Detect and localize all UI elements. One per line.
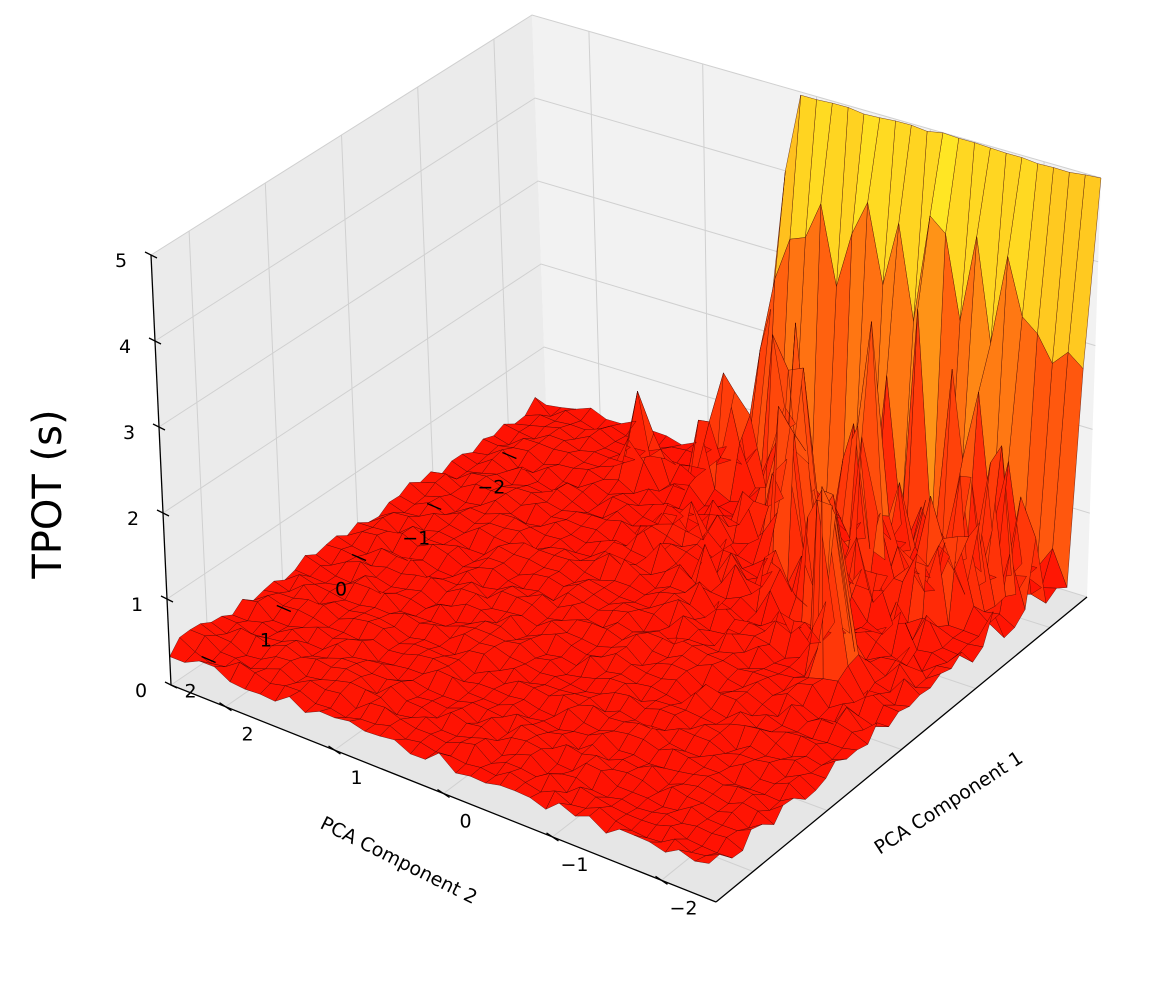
z-tick-mark: [156, 509, 170, 517]
y-tick-label: 0: [335, 579, 347, 601]
z-tick-label: 1: [131, 594, 143, 616]
x-tick-label: 1: [350, 767, 362, 789]
y-tick-mark: [201, 655, 216, 664]
y-tick-label: −1: [402, 528, 430, 550]
x-tick-mark: [546, 832, 559, 842]
x-tick-label: 0: [459, 811, 471, 833]
y-tick-label: 1: [260, 630, 272, 652]
x-axis-label: PCA Component 1: [871, 747, 1027, 859]
tick-labels: −2 −1 0 1 2 −2 −1 0 1 2 0 1 2 3 4 5: [115, 250, 698, 919]
y-tick-label: 2: [185, 681, 197, 703]
x-tick-mark: [437, 788, 450, 799]
y-tick-mark: [276, 604, 292, 613]
z-tick-mark: [164, 681, 178, 689]
x-tick-mark: [219, 702, 232, 712]
y-tick-mark: [351, 553, 367, 562]
z-tick-label: 5: [115, 250, 127, 272]
z-tick-mark: [144, 251, 158, 259]
y-axis-label: PCA Component 2: [317, 812, 481, 909]
z-axis-label: TPOT (s): [25, 409, 71, 579]
z-tick-mark: [148, 337, 162, 345]
x-tick-label: −2: [669, 897, 697, 919]
z-tick-mark: [152, 423, 166, 431]
x-axis-line: [715, 596, 1088, 903]
side-wall-pane: [151, 15, 547, 685]
z-tick-label: 3: [123, 422, 135, 444]
y-tick-label: −2: [477, 477, 505, 499]
x-tick-label: −1: [560, 854, 588, 876]
z-axis-line: [150, 254, 172, 686]
y-tick-mark: [426, 502, 442, 511]
axis-lines: [144, 251, 1088, 903]
gridline-z: [150, 14, 1102, 256]
x-tick-mark: [655, 875, 668, 885]
x-tick-label: 2: [241, 724, 253, 746]
surface-mesh: [169, 94, 1102, 864]
x-tick-mark: [328, 745, 341, 755]
z-tick-label: 2: [127, 508, 139, 530]
z-tick-label: 4: [119, 336, 131, 358]
z-tick-mark: [160, 595, 174, 603]
y-tick-mark: [502, 451, 517, 460]
z-tick-label: 0: [135, 680, 147, 702]
